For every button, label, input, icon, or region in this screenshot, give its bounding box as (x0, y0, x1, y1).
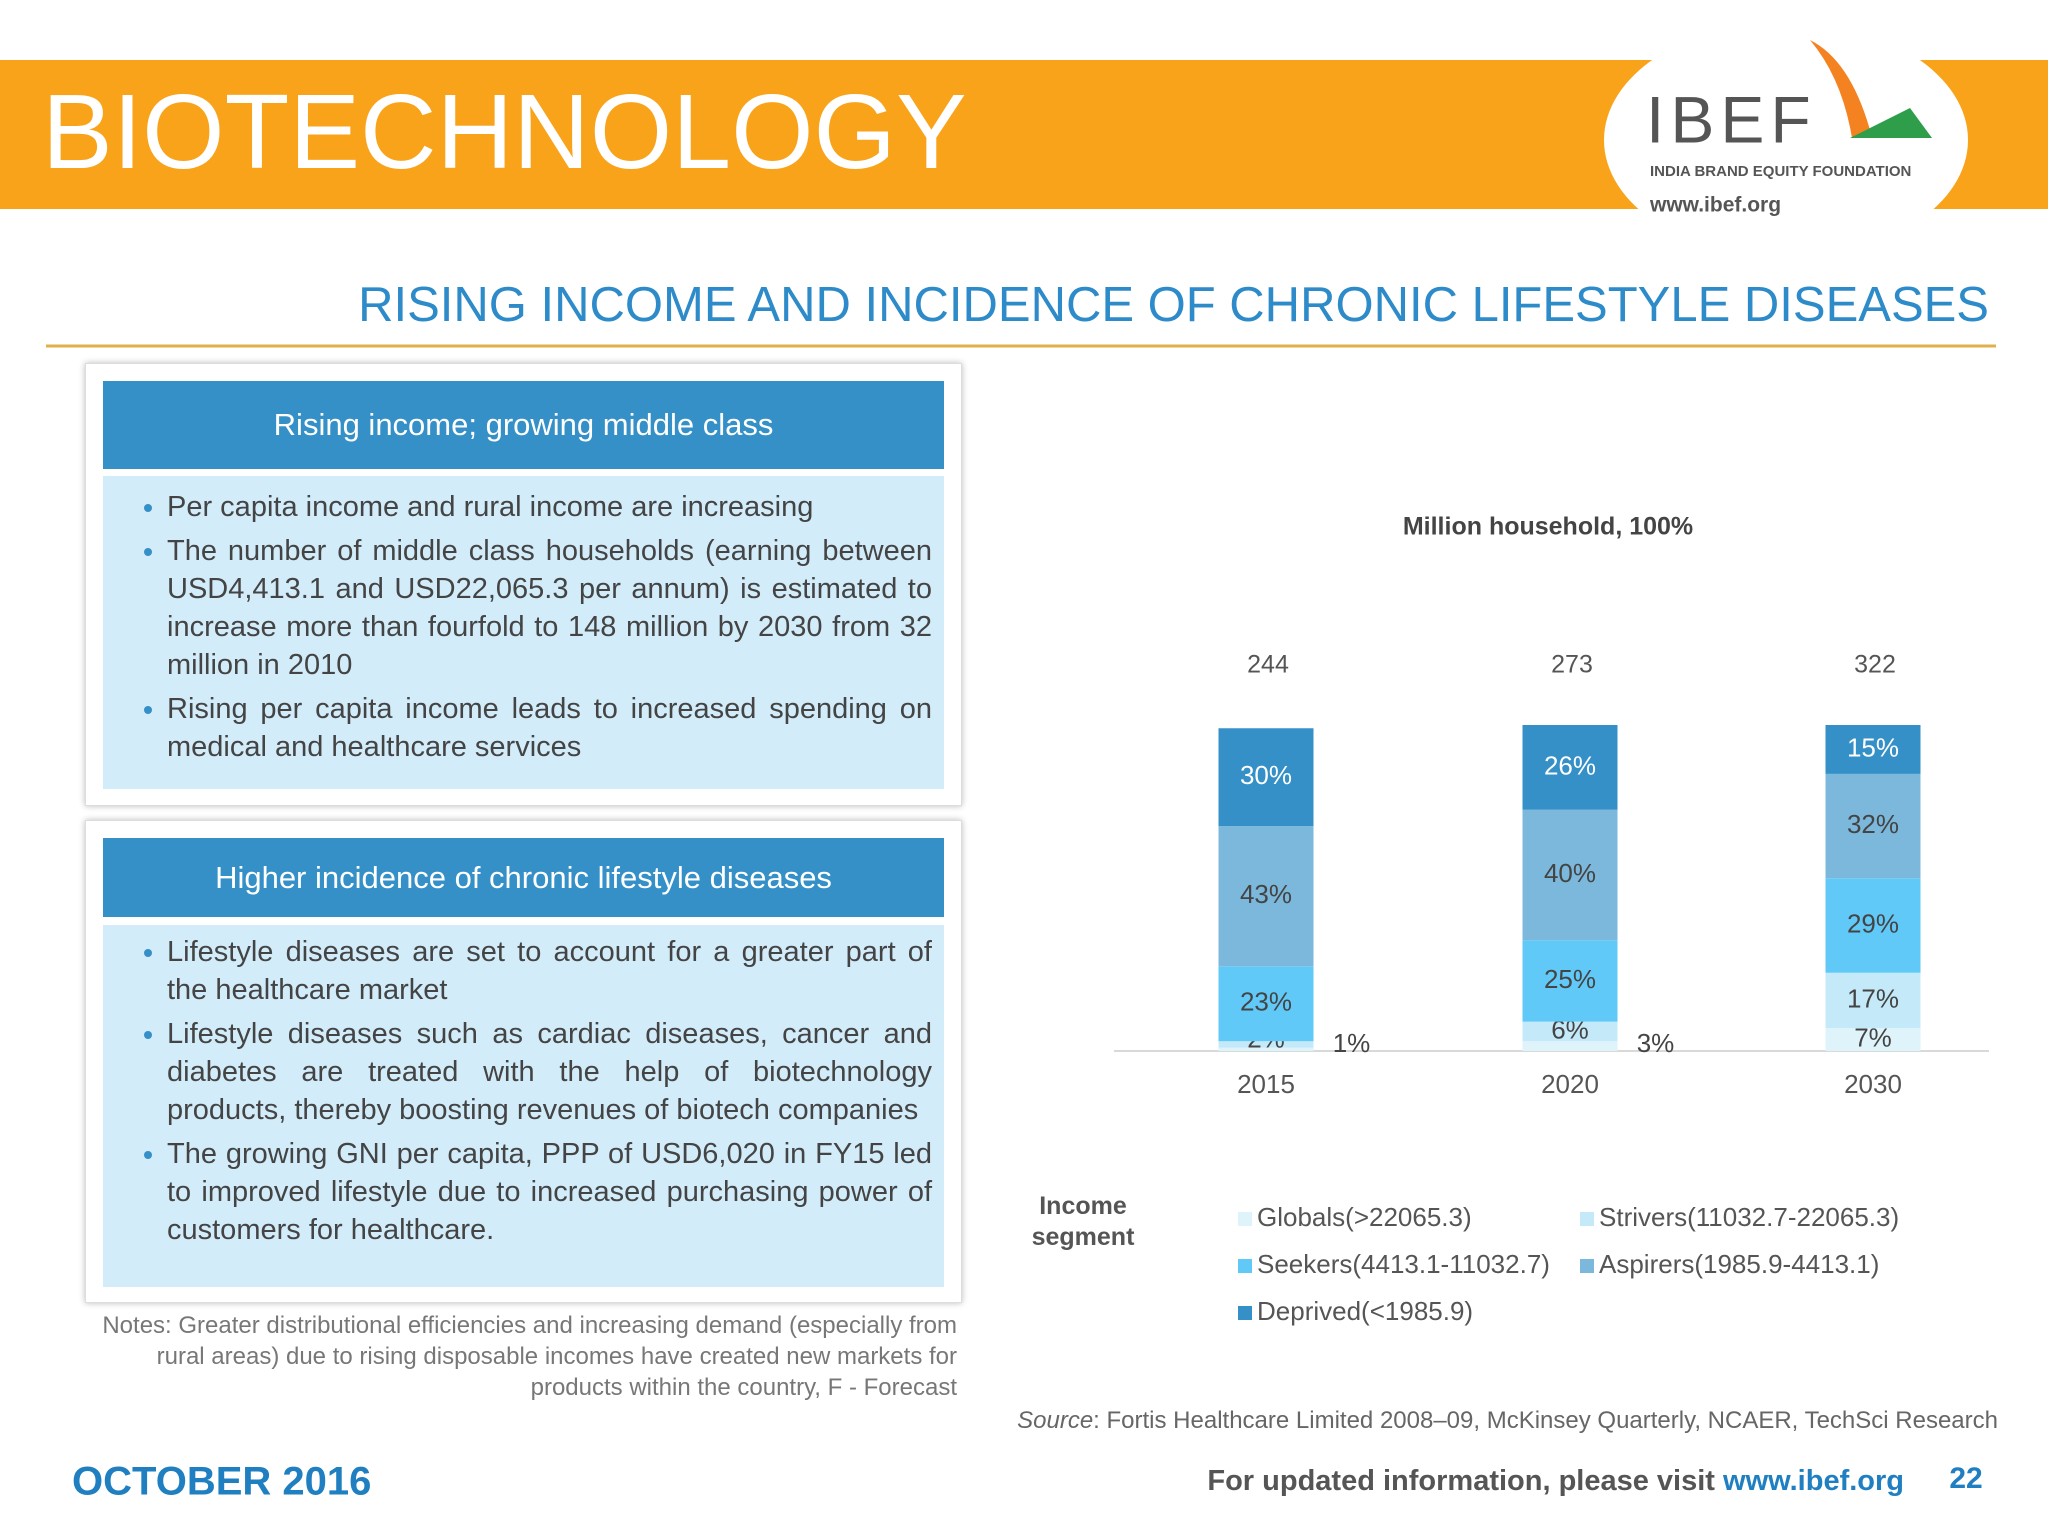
x-tick-label: 2020 (1541, 1069, 1599, 1099)
value-label: 23% (1240, 987, 1292, 1017)
bullet-text: Lifestyle diseases such as cardiac disea… (167, 1018, 932, 1126)
logo-wing (1850, 108, 1932, 138)
chart: Million household, 100%1%2%23%43%30%2442… (1032, 513, 1989, 1326)
info-box: Higher incidence of chronic lifestyle di… (85, 820, 962, 1303)
bullet-text: The number of middle class households (e… (167, 535, 932, 681)
legend-swatch (1238, 1212, 1252, 1226)
bar-segment (1522, 1041, 1618, 1051)
footer-visit: For updated information, please visit ww… (1207, 1465, 1904, 1497)
value-label: 40% (1544, 858, 1596, 888)
value-label: 1% (1333, 1028, 1371, 1058)
value-label: 15% (1847, 732, 1899, 762)
page-number: 22 (1949, 1462, 1982, 1495)
box-heading: Rising income; growing middle class (103, 381, 944, 469)
bar-segment (1218, 728, 1314, 827)
legend-label: Deprived(<1985.9) (1257, 1296, 1473, 1326)
legend-swatch (1238, 1259, 1252, 1273)
bullet: Per capita income and rural income are i… (167, 488, 932, 526)
bullet-text: Lifestyle diseases are set to account fo… (167, 936, 932, 1006)
notes: Notes: Greater distributional efficienci… (102, 1312, 957, 1401)
logo-name: IBEF (1646, 82, 1817, 156)
bar-segment (1825, 1028, 1921, 1051)
bullet-list: Per capita income and rural income are i… (135, 488, 932, 766)
value-label: 32% (1847, 809, 1899, 839)
box-body: Lifestyle diseases are set to account fo… (103, 925, 944, 1287)
bar-segment (1218, 826, 1314, 967)
page-title: BIOTECHNOLOGY (42, 73, 967, 191)
chart-title: Million household, 100% (1403, 513, 1693, 541)
value-label: 3% (1637, 1028, 1675, 1058)
bullet-text: Per capita income and rural income are i… (167, 491, 814, 523)
info-box: Rising income; growing middle class Per … (85, 363, 962, 806)
x-tick-label: 2030 (1844, 1069, 1902, 1099)
bullet: Lifestyle diseases are set to account fo… (167, 933, 932, 1009)
bar-segment (1218, 1047, 1314, 1051)
value-label: 25% (1544, 964, 1596, 994)
box-body: Per capita income and rural income are i… (103, 476, 944, 789)
logo-swoosh (1810, 40, 1870, 138)
x-tick-label: 2015 (1237, 1069, 1295, 1099)
bullet: The number of middle class households (e… (167, 532, 932, 684)
bar-segment (1522, 1021, 1618, 1042)
footer-url: www.ibef.org (1722, 1465, 1904, 1497)
bullet: Lifestyle diseases such as cardiac disea… (167, 1015, 932, 1129)
section-title: RISING INCOME AND INCIDENCE OF CHRONIC L… (358, 278, 1989, 332)
logo-badge (1604, 22, 1968, 258)
bullet-text: Rising per capita income leads to increa… (167, 693, 932, 763)
logo-tagline: INDIA BRAND EQUITY FOUNDATION (1650, 163, 1911, 180)
legend-title: Income segment (1032, 1192, 1135, 1251)
footer-date: OCTOBER 2016 (72, 1460, 371, 1504)
legend-label: Seekers(4413.1-11032.7) (1257, 1249, 1550, 1279)
legend-label: Globals(>22065.3) (1257, 1202, 1472, 1232)
bar-segment (1825, 878, 1921, 973)
value-label: 30% (1240, 760, 1292, 790)
bullet: Rising per capita income leads to increa… (167, 690, 932, 766)
bar-segment (1825, 972, 1921, 1029)
total-label: 273 (1551, 651, 1593, 679)
box-heading: Higher incidence of chronic lifestyle di… (103, 838, 944, 917)
bullet-text: The growing GNI per capita, PPP of USD6,… (167, 1138, 932, 1246)
value-label: 26% (1544, 750, 1596, 780)
source-label: Source (1017, 1407, 1093, 1434)
bar-segment (1522, 940, 1618, 1022)
bar-segment (1522, 725, 1618, 810)
bar-segment (1825, 773, 1921, 879)
value-label: 17% (1847, 983, 1899, 1013)
source: Source: Fortis Healthcare Limited 2008–0… (1017, 1407, 1998, 1434)
legend-swatch (1238, 1306, 1252, 1320)
legend-label: Aspirers(1985.9-4413.1) (1599, 1249, 1879, 1279)
legend-swatch (1580, 1259, 1594, 1273)
legend-label: Strivers(11032.7-22065.3) (1599, 1202, 1899, 1232)
bullet-list: Lifestyle diseases are set to account fo… (135, 933, 932, 1249)
bullet: The growing GNI per capita, PPP of USD6,… (167, 1135, 932, 1249)
total-label: 244 (1247, 651, 1289, 679)
logo-url: www.ibef.org (1649, 194, 1781, 217)
bar-segment (1522, 809, 1618, 941)
source-text: : Fortis Healthcare Limited 2008–09, McK… (1093, 1407, 1998, 1434)
total-label: 322 (1854, 651, 1896, 679)
bar-segment (1218, 966, 1314, 1042)
value-label: 29% (1847, 908, 1899, 938)
bar-segment (1218, 1041, 1314, 1048)
bar-segment (1825, 725, 1921, 774)
value-label: 43% (1240, 879, 1292, 909)
legend-swatch (1580, 1212, 1594, 1226)
footer-text: For updated information, please visit (1207, 1465, 1723, 1497)
